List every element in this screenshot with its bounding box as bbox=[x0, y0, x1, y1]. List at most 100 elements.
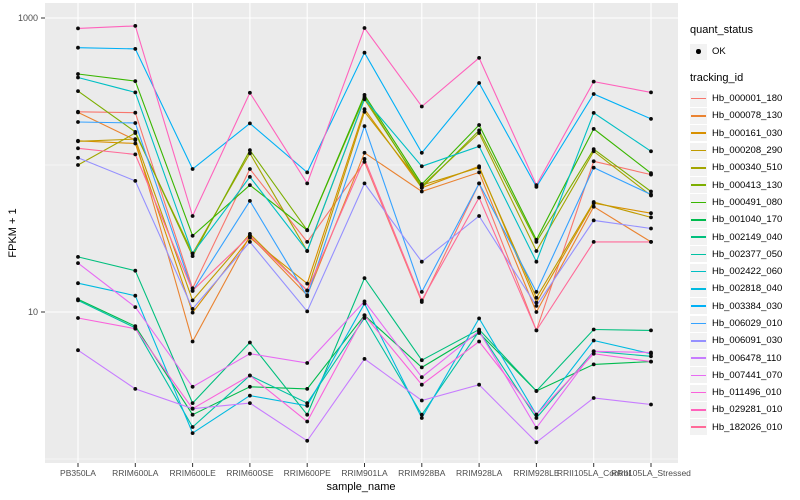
data-point bbox=[76, 316, 80, 320]
data-point bbox=[362, 50, 367, 55]
legend-key-box bbox=[690, 263, 707, 280]
legend-label: OK bbox=[712, 46, 726, 57]
data-point bbox=[190, 384, 195, 389]
data-point bbox=[419, 416, 424, 420]
data-points bbox=[76, 24, 653, 445]
data-point bbox=[591, 79, 596, 84]
data-point bbox=[591, 204, 596, 209]
data-point bbox=[248, 90, 252, 95]
data-point bbox=[649, 350, 653, 355]
legend-key-box bbox=[690, 350, 707, 367]
data-point bbox=[305, 438, 310, 443]
data-point bbox=[419, 298, 424, 303]
data-point bbox=[362, 357, 367, 361]
legend-label: Hb_002818_040 bbox=[712, 283, 783, 295]
data-point bbox=[591, 351, 596, 356]
line-swatch-icon bbox=[691, 357, 706, 359]
data-point bbox=[248, 240, 252, 244]
data-point bbox=[477, 165, 481, 170]
data-point bbox=[477, 316, 481, 321]
data-point bbox=[534, 412, 539, 417]
x-axis-title: sample_name bbox=[326, 481, 396, 493]
legend-label: Hb_182026_010 bbox=[712, 421, 783, 433]
x-tick-label: RRII105LA_Control bbox=[557, 468, 631, 478]
legend-item-Hb_000078_130: Hb_000078_130 bbox=[690, 107, 800, 124]
legend-item-Hb_007441_070: Hb_007441_070 bbox=[690, 367, 800, 384]
line-swatch-icon bbox=[691, 340, 706, 342]
legend-label: Hb_006029_010 bbox=[712, 318, 783, 329]
legend-label: Hb_029281_010 bbox=[712, 404, 783, 416]
data-point bbox=[76, 281, 80, 286]
data-point bbox=[649, 90, 653, 95]
data-point bbox=[362, 276, 367, 280]
line-swatch-icon bbox=[691, 184, 706, 186]
data-point bbox=[190, 401, 195, 405]
major-gridlines bbox=[45, 17, 678, 313]
x-tick-label: RRIM600PE bbox=[284, 468, 332, 478]
data-point bbox=[419, 182, 424, 187]
line-swatch-icon bbox=[691, 253, 706, 256]
data-point bbox=[248, 351, 252, 356]
legend-item-Hb_003384_030: Hb_003384_030 bbox=[690, 298, 800, 315]
data-point bbox=[190, 233, 195, 238]
legend-label: Hb_000001_180 bbox=[712, 93, 783, 105]
data-point bbox=[534, 440, 539, 445]
data-point bbox=[534, 328, 539, 333]
data-point bbox=[248, 199, 252, 203]
line-swatch-icon bbox=[691, 115, 706, 117]
data-point bbox=[534, 295, 539, 300]
x-tick-label: RRIM928LA bbox=[456, 468, 503, 478]
legend-key-box bbox=[690, 229, 707, 246]
data-point bbox=[76, 120, 80, 124]
data-point bbox=[419, 398, 424, 403]
legend-key-box bbox=[690, 332, 707, 349]
data-point bbox=[419, 412, 424, 417]
x-tick-label: RRIM600LA bbox=[112, 468, 159, 478]
data-point bbox=[649, 192, 653, 197]
data-point bbox=[190, 406, 195, 411]
data-point bbox=[133, 24, 138, 28]
data-point bbox=[649, 215, 653, 220]
data-point bbox=[534, 249, 539, 253]
line-swatch-icon bbox=[691, 97, 706, 100]
x-tick-labels: PB350LA RRIM600LA RRIM600LE RRIM600SE RRIM60… bbox=[60, 468, 691, 478]
data-point bbox=[362, 157, 367, 161]
data-point bbox=[477, 81, 481, 85]
data-point bbox=[76, 163, 80, 167]
data-point bbox=[534, 304, 539, 308]
legend-label: Hb_000208_290 bbox=[712, 145, 783, 157]
data-point bbox=[305, 281, 310, 286]
data-point bbox=[305, 387, 310, 391]
data-point bbox=[76, 146, 80, 151]
data-point bbox=[477, 128, 481, 133]
data-point bbox=[76, 155, 80, 160]
data-point bbox=[133, 110, 138, 115]
legend-item-Hb_002377_050: Hb_002377_050 bbox=[690, 246, 800, 263]
line-swatch-icon bbox=[691, 132, 706, 135]
data-point bbox=[649, 149, 653, 154]
legend-item-Hb_000001_180: Hb_000001_180 bbox=[690, 90, 800, 107]
data-point bbox=[534, 425, 539, 430]
data-point bbox=[248, 175, 252, 179]
line-swatch-icon bbox=[691, 409, 706, 411]
data-point bbox=[649, 354, 653, 359]
data-point bbox=[133, 90, 138, 95]
legend-label: Hb_003384_030 bbox=[712, 300, 783, 312]
data-point bbox=[534, 183, 539, 188]
data-point bbox=[133, 152, 138, 157]
x-tick-label: RRIM600LE bbox=[169, 468, 216, 478]
data-point bbox=[591, 165, 596, 170]
data-point bbox=[477, 56, 481, 60]
legend-item-Hb_000161_030: Hb_000161_030 bbox=[690, 125, 800, 142]
data-point bbox=[362, 26, 367, 30]
data-point bbox=[76, 89, 80, 93]
line-swatch-icon bbox=[691, 391, 706, 394]
data-point bbox=[248, 151, 252, 156]
legend-item-Hb_006029_010: Hb_006029_010 bbox=[690, 315, 800, 332]
data-point bbox=[133, 179, 138, 183]
data-point bbox=[591, 200, 596, 204]
data-point bbox=[477, 329, 481, 334]
data-point bbox=[362, 181, 367, 186]
data-point bbox=[190, 339, 195, 344]
data-point bbox=[591, 362, 596, 367]
